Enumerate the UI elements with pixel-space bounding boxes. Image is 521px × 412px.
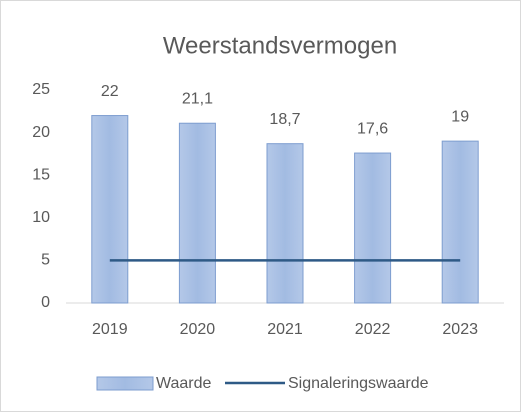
legend-label: Waarde <box>156 375 212 392</box>
data-label: 22 <box>101 83 119 100</box>
data-label: 18,7 <box>269 111 300 128</box>
data-label: 17,6 <box>357 120 388 137</box>
y-tick-label: 5 <box>41 252 50 269</box>
x-tick-label: 2023 <box>442 321 478 338</box>
y-tick-label: 15 <box>32 166 50 183</box>
x-tick-label: 2021 <box>267 321 303 338</box>
data-label: 19 <box>451 108 469 125</box>
y-tick-label: 20 <box>32 124 50 141</box>
data-label: 21,1 <box>182 90 213 107</box>
bar <box>178 122 216 304</box>
legend-label: Signaleringswaarde <box>288 375 429 392</box>
bar <box>91 115 129 304</box>
y-tick-label: 0 <box>41 294 50 311</box>
y-tick-label: 10 <box>32 209 50 226</box>
bar <box>266 143 304 304</box>
y-tick-label: 25 <box>32 81 50 98</box>
bar <box>441 140 479 304</box>
bar <box>354 152 392 304</box>
chart-title: Weerstandsvermogen <box>163 32 397 59</box>
x-tick-label: 2020 <box>180 321 216 338</box>
legend-swatch <box>96 376 154 391</box>
x-tick-label: 2019 <box>92 321 128 338</box>
x-tick-label: 2022 <box>355 321 391 338</box>
